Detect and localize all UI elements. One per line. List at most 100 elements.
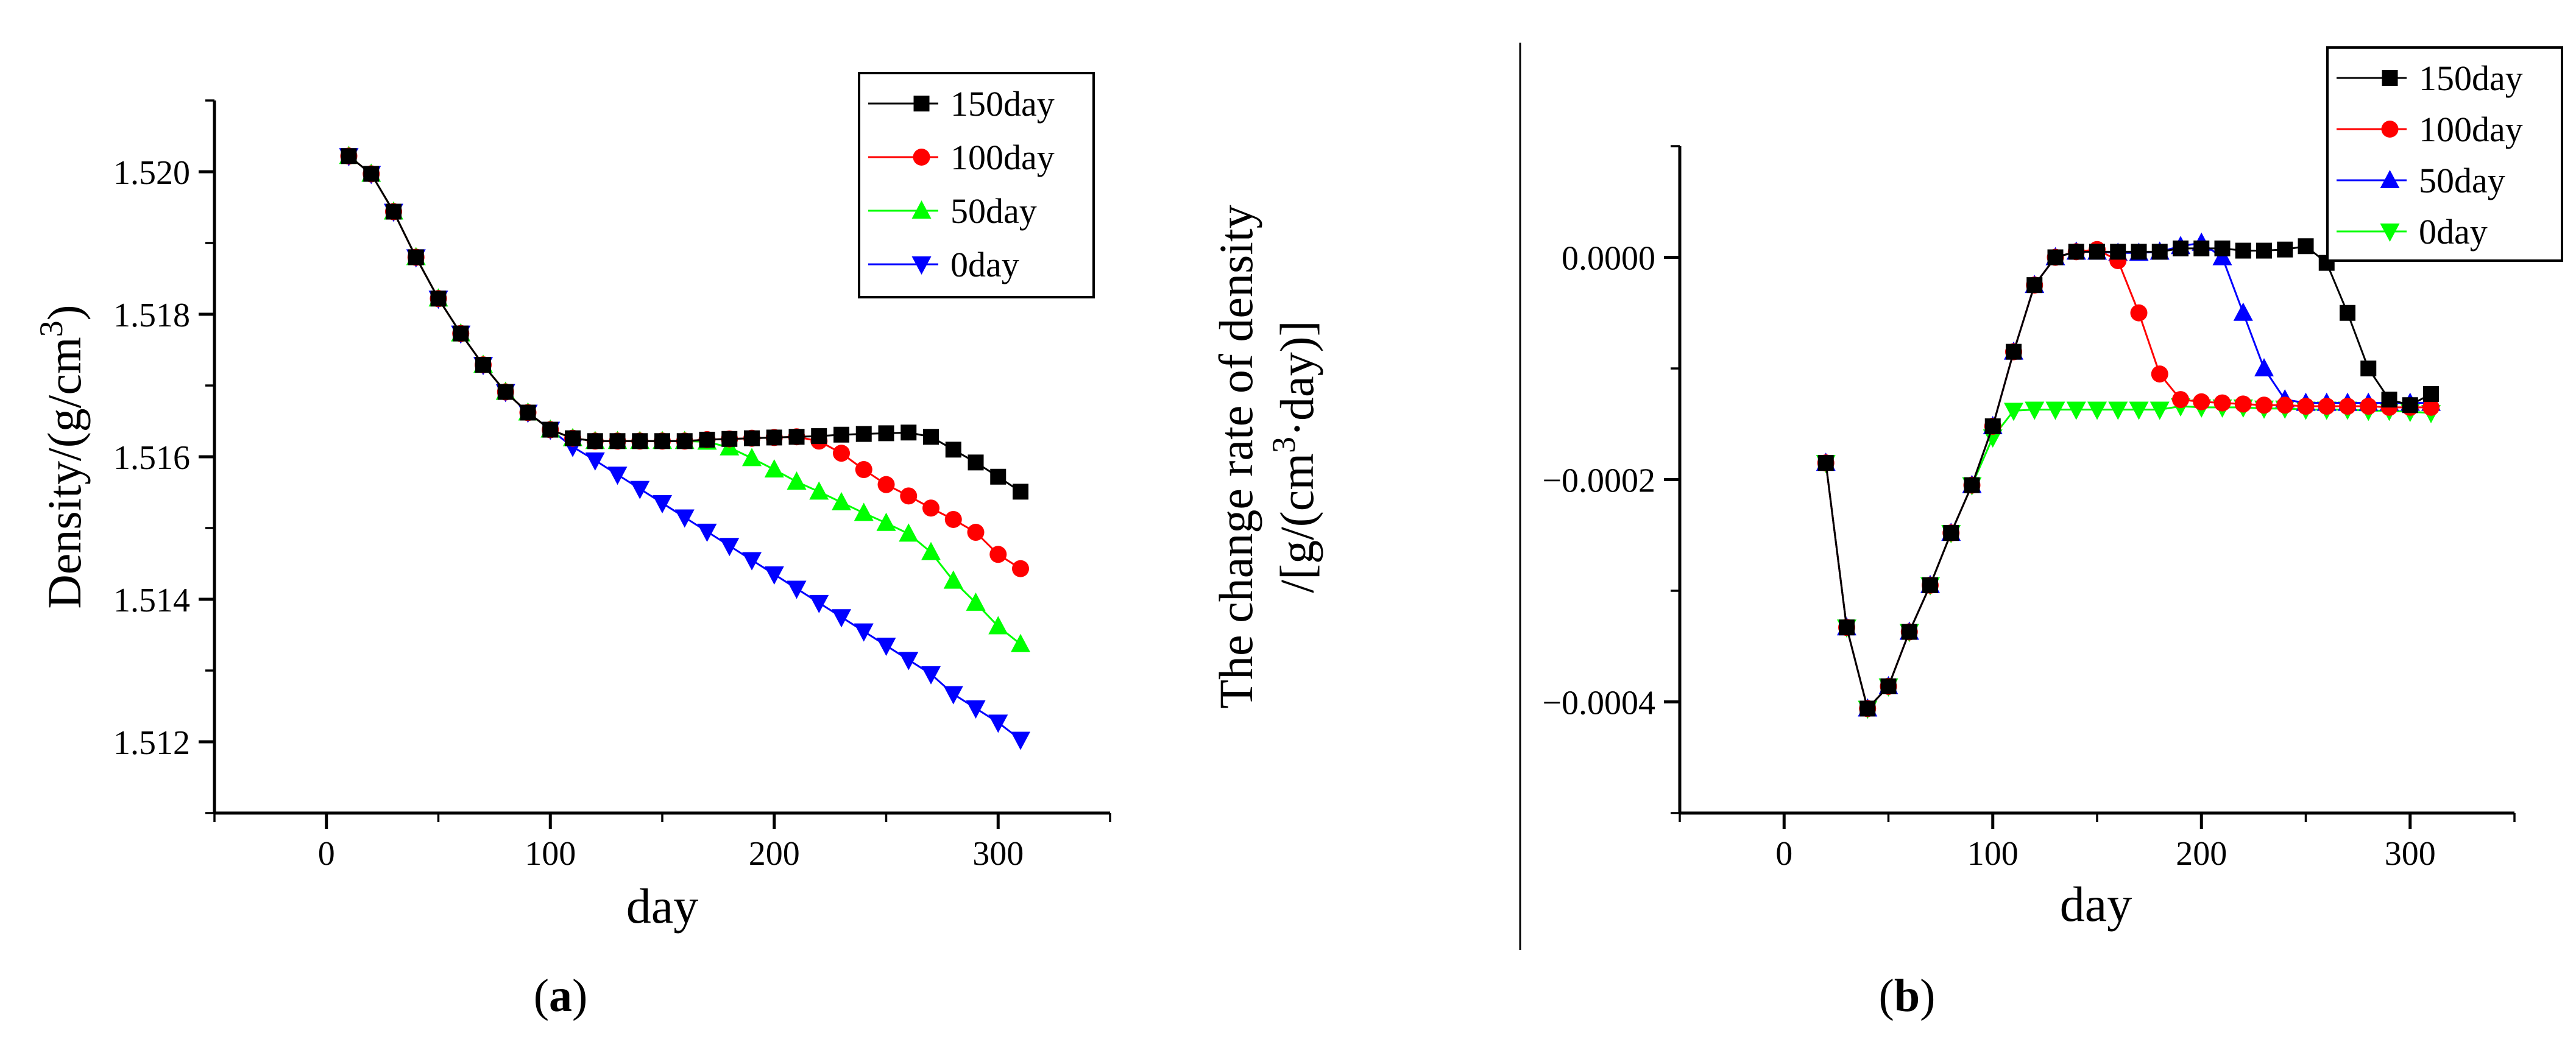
chart-b-point-0day [2129, 401, 2149, 420]
chart-b-point-150day [2006, 343, 2022, 360]
chart-b-x-ticks: 0 100 200 300 [1679, 813, 2516, 873]
chart-b-legend-item: 50day [2337, 161, 2505, 200]
chart-a-point-150day [520, 404, 536, 421]
chart-a-point-150day [699, 431, 715, 448]
chart-b-point-150day [1817, 455, 1834, 471]
chart-a-x-tick-label: 100 [525, 835, 576, 873]
chart-a-point-0day [876, 638, 896, 657]
chart-a-point-150day [878, 425, 894, 442]
chart-a-legend-label: 0day [950, 245, 1019, 284]
chart-a-y-ticks: 1.512 1.514 1.516 1.518 1.520 [113, 99, 214, 814]
chart-b-point-100day [2297, 398, 2315, 415]
chart-b-series [1816, 232, 2441, 719]
chart-b-series-0day [1816, 398, 2441, 719]
chart-b-point-100day [2193, 393, 2210, 410]
chart-a-point-50day [832, 491, 851, 510]
chart-a-point-100day [1012, 560, 1029, 577]
chart-b-point-100day [2234, 395, 2252, 413]
chart-b-point-150day [1901, 624, 1917, 640]
chart-a-point-100day [900, 487, 918, 505]
chart-a-point-0day [585, 452, 605, 471]
chart-a-x-tick-label: 300 [972, 835, 1024, 873]
chart-a-x-ticks: 0 100 200 300 [213, 813, 1111, 873]
chart-b-point-150day [1859, 700, 1876, 717]
chart-a-point-150day [968, 454, 984, 471]
chart-b-point-50day [2254, 358, 2274, 376]
chart-a-point-0day [899, 652, 919, 671]
chart-b: 0 100 200 300 −0.0004 −0.0002 0.0000 150day 10… [1209, 46, 2563, 1021]
chart-b-point-0day [2004, 403, 2023, 421]
chart-a-point-150day [453, 325, 469, 342]
chart-a-point-150day [833, 426, 849, 443]
chart-b-legend-item: 150day [2337, 58, 2523, 98]
chart-b-legend-label: 50day [2419, 161, 2505, 200]
chart-b-point-100day [2130, 304, 2148, 322]
chart-b-x-tick-label: 200 [2176, 835, 2227, 873]
chart-b-point-150day [2360, 361, 2377, 376]
chart-b-point-0day [2045, 401, 2065, 420]
chart-a-y-tick-label: 1.520 [113, 154, 190, 192]
chart-b-point-50day [2233, 302, 2253, 321]
chart-b-point-150day [2256, 242, 2272, 259]
chart-b-x-axis-title: day [2060, 876, 2132, 932]
chart-b-line-0day [1825, 405, 2432, 711]
chart-b-point-0day [2087, 401, 2107, 420]
chart-b-y-ticks: −0.0004 −0.0002 0.0000 [1542, 145, 1680, 814]
chart-b-point-150day [2214, 240, 2231, 256]
chart-a-point-150day [565, 430, 581, 446]
chart-a-point-150day [632, 433, 648, 449]
chart-a-point-150day [341, 148, 357, 164]
chart-b-point-150day [2151, 244, 2168, 260]
chart-a-y-tick-label: 1.518 [113, 297, 190, 334]
chart-a-point-50day [899, 523, 919, 542]
chart-a-point-0day [653, 495, 672, 514]
chart-a-point-150day [923, 429, 939, 445]
chart-b-point-100day [2256, 396, 2273, 414]
chart-a-point-150day [901, 424, 917, 441]
chart-b-point-150day [2340, 305, 2355, 321]
chart-b-legend-label: 150day [2419, 58, 2523, 98]
chart-b-point-150day [2047, 249, 2064, 266]
chart-a-point-100day [833, 445, 850, 462]
chart-b-legend-marker [2380, 170, 2400, 188]
chart-a-point-0day [921, 666, 941, 685]
chart-b-point-0day [2108, 401, 2128, 420]
chart-a-point-150day [1013, 484, 1028, 500]
chart-b-y-axis-title-line1: The change rate of density [1209, 205, 1262, 708]
chart-a-point-0day [809, 594, 829, 613]
chart-b-point-0day [2150, 401, 2170, 420]
chart-a-legend-marker [913, 96, 930, 111]
chart-a-point-100day [944, 510, 962, 528]
chart-b-legend: 150day 100day 50day 0day [2326, 46, 2563, 262]
chart-b-legend-item: 0day [2337, 212, 2488, 252]
chart-b-point-150day [2131, 244, 2147, 260]
chart-b-point-150day [2089, 244, 2105, 260]
chart-a-y-tick-label: 1.514 [113, 582, 190, 619]
chart-b-point-100day [2360, 398, 2377, 415]
chart-a-point-50day [764, 459, 784, 478]
chart-a-point-150day [386, 203, 402, 220]
chart-b-y-tick-label: −0.0004 [1542, 685, 1655, 722]
chart-a-point-150day [676, 433, 693, 449]
chart-b-series-150day [1817, 238, 2439, 717]
chart-a-y-tick-label: 1.516 [113, 439, 190, 477]
chart-a-legend-label: 50day [950, 191, 1037, 231]
chart-b-point-100day [2422, 398, 2440, 416]
chart-a: 0 100 200 300 1.512 1.514 1.516 1.518 1.520 150… [33, 72, 1111, 1021]
chart-a-point-0day [742, 552, 762, 571]
chart-b-point-150day [1922, 577, 1938, 593]
chart-b-point-100day [2213, 394, 2231, 412]
chart-a-x-axis-title: day [626, 878, 698, 934]
chart-a-point-150day [363, 166, 380, 182]
chart-a-point-150day [990, 468, 1007, 485]
chart-a-point-100day [877, 476, 895, 493]
chart-a-point-150day [766, 429, 782, 446]
chart-a-point-50day [921, 541, 941, 560]
chart-b-y-tick-label: 0.0000 [1562, 240, 1655, 278]
chart-a-point-50day [854, 502, 874, 521]
chart-a-point-150day [430, 291, 447, 307]
chart-b-point-150day [1880, 678, 1897, 694]
chart-a-legend-item: 0day [868, 245, 1019, 284]
chart-a-point-150day [945, 442, 961, 458]
chart-a-point-50day [1011, 633, 1030, 652]
